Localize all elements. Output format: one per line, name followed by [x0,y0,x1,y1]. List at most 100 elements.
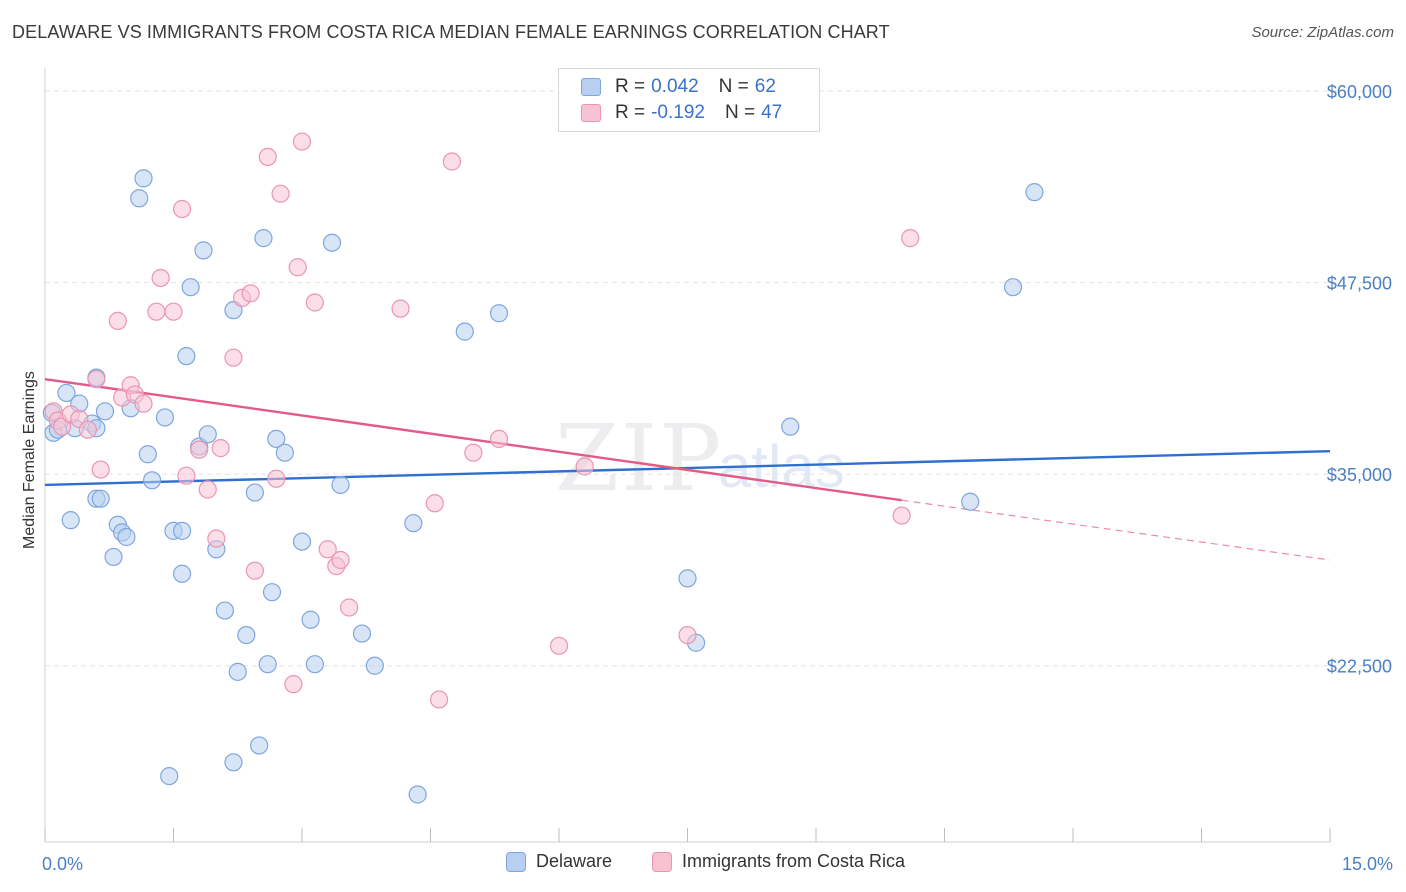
delaware-point [292,532,312,551]
costa-rica-point [489,429,509,449]
costa-rica-point [172,199,192,219]
legend-r-label: R = [615,102,646,123]
delaware-point [365,656,384,675]
delaware-point [305,655,324,674]
y-tick-label: $22,500 [1327,657,1392,677]
delaware-point [455,322,474,341]
data-points [42,132,1044,804]
costa-rica-point [241,284,260,303]
delaware-point [172,521,192,540]
costa-rica-point [151,268,170,288]
costa-rica-point [78,420,97,439]
delaware-point [331,475,350,494]
delaware-point [275,443,294,462]
costa-rica-point [284,675,303,694]
delaware-point [155,408,175,427]
costa-rica-point [901,229,920,248]
costa-rica-point [429,690,449,709]
legend-n-value: 62 [754,76,776,97]
costa-rica-point [267,469,286,488]
costa-rica-point [147,302,166,321]
delaware-point [228,662,247,681]
stats-legend: R = 0.042 N = 62 R = -0.192 N = 47 [558,68,820,132]
delaware-point [352,624,372,643]
costa-rica-point [575,457,594,476]
delaware-point [177,347,196,366]
delaware-point [61,511,80,530]
costa-rica-point [292,132,312,151]
delaware-point [194,241,213,260]
delaware-point [181,278,200,297]
legend-item-costa-rica[interactable]: Immigrants from Costa Rica [652,851,905,872]
costa-rica-point [87,370,106,389]
legend-swatch-blue [506,851,526,872]
costa-rica-point [442,152,462,171]
delaware-point [117,527,136,547]
delaware-point [258,655,277,674]
costa-rica-point [224,348,243,367]
series-legend: Delaware Immigrants from Costa Rica [0,851,1406,879]
delaware-point [961,492,980,511]
costa-rica-point [207,529,226,548]
delaware-point [245,483,264,502]
delaware-point [262,583,282,602]
costa-rica-point [198,480,217,499]
delaware-point [198,425,217,444]
source-label: Source: ZipAtlas.com [1251,24,1394,41]
delaware-point [250,736,269,755]
legend-item-label: Delaware [536,851,613,871]
costa-rica-point [91,460,110,479]
legend-r-value: -0.192 [651,102,705,123]
legend-swatch-pink [581,104,601,122]
costa-rica-point [211,439,230,458]
legend-r-label: R = [615,76,646,97]
delaware-point [224,301,243,320]
costa-rica-point [108,311,127,330]
legend-r-value: 0.042 [651,76,699,97]
costa-rica-point [53,417,72,436]
delaware-point [134,169,153,188]
delaware-point [408,785,427,804]
costa-rica-point [331,550,350,570]
delaware-point [224,753,243,772]
legend-swatch-pink [652,851,672,872]
costa-rica-point [464,443,483,462]
costa-rica-point [892,506,911,525]
costa-rica-point [271,184,290,203]
y-tick-label: $35,000 [1327,465,1392,485]
legend-row-delaware: R = 0.042 N = 62 [581,74,776,100]
delaware-point [489,304,509,323]
trend-lines [44,377,1331,561]
x-tick-label: 15.0% [1342,854,1393,874]
costa-rica-point [318,540,337,559]
costa-rica-point [549,636,569,655]
delaware-point [781,417,800,436]
delaware-point [1003,278,1023,297]
costa-rica-point [134,394,153,413]
delaware-point [254,229,273,248]
costa-rica-trend-line [44,377,902,502]
legend-n-label: N = [724,102,756,123]
delaware-point [322,233,342,252]
delaware-point [160,766,179,786]
delaware-point [138,445,157,464]
y-axis-label: Median Female Earnings [21,371,38,549]
tick-labels: $22,500 $35,000 $47,500 $60,000 0.0% 15.0% [42,82,1393,874]
delaware-point [130,189,149,208]
axes [44,68,1331,843]
legend-item-delaware[interactable]: Delaware [506,851,612,872]
delaware-point [104,547,123,567]
delaware-point [215,601,234,620]
costa-rica-point [305,293,324,312]
costa-rica-point [164,302,183,321]
costa-rica-point [678,625,697,645]
costa-rica-point [258,147,277,166]
y-tick-label: $47,500 [1327,274,1392,294]
delaware-point [267,429,286,449]
delaware-point [95,402,115,421]
costa-rica-point [391,299,410,318]
costa-rica-point [177,466,196,485]
delaware-point [237,625,256,645]
legend-n-label: N = [718,76,749,97]
